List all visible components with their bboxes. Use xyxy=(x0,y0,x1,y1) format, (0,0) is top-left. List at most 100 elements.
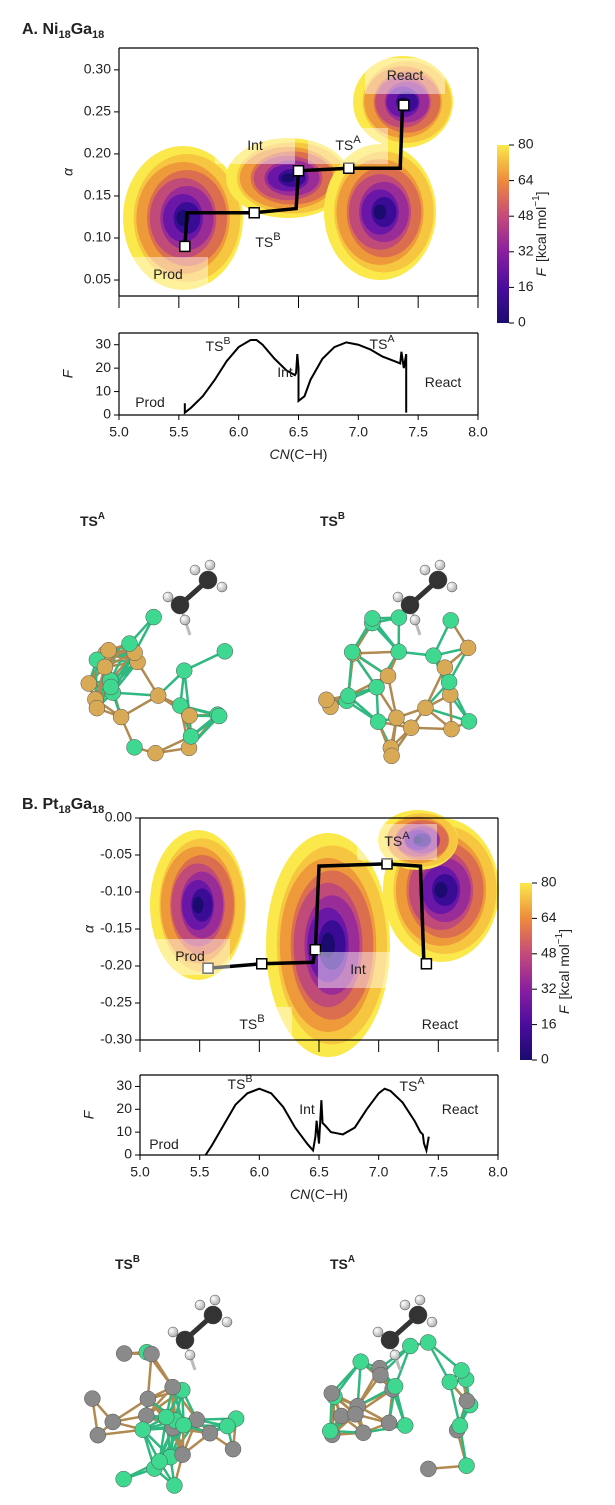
colorbar-label-part: −1 xyxy=(531,195,542,207)
atom xyxy=(219,1418,235,1434)
annotation: TSB xyxy=(255,231,280,250)
atom xyxy=(202,1425,218,1441)
atom xyxy=(199,571,217,589)
x-tick-label: 5.0 xyxy=(109,424,129,440)
atom xyxy=(397,1418,413,1434)
contour-band xyxy=(374,204,386,219)
annotation-text: Prod xyxy=(149,1136,179,1152)
figure: A. Ni18Ga18B. Pt18Ga18TSATSBTSBTSAReactI… xyxy=(0,0,615,1505)
atom xyxy=(165,1379,181,1395)
y-tick-label: 0.30 xyxy=(84,61,111,77)
atom xyxy=(143,1346,159,1362)
y-tick-label: -0.05 xyxy=(100,846,132,862)
y-tick-label: 10 xyxy=(116,1123,132,1139)
annotation: Int xyxy=(247,137,263,153)
annotation: Int xyxy=(277,364,293,380)
x-axis-label: CN(C−H) xyxy=(290,1186,348,1202)
annotation-text: Int xyxy=(247,137,263,153)
y-tick-label: -0.30 xyxy=(100,1031,132,1047)
annotation-text: Int xyxy=(277,364,293,380)
colorbar-tick-label: 64 xyxy=(541,909,557,925)
atom xyxy=(182,708,198,724)
atom xyxy=(427,1317,437,1327)
panel-title: B. Pt18Ga18 xyxy=(22,796,104,816)
x-tick-label: 6.5 xyxy=(309,1164,329,1180)
atom xyxy=(333,1408,349,1424)
atom xyxy=(425,648,441,664)
atom xyxy=(429,571,447,589)
colorbar-tick-label: 48 xyxy=(518,207,534,223)
colorbar xyxy=(497,145,509,323)
title-text: Ga xyxy=(71,21,92,38)
y-axis-label: α xyxy=(81,924,97,933)
atom xyxy=(444,721,460,737)
annotation: Prod xyxy=(149,1136,179,1152)
atom xyxy=(442,1374,458,1390)
colorbar-tick-label: 0 xyxy=(541,1051,549,1067)
atom xyxy=(409,1306,427,1324)
annotation-text: React xyxy=(422,1016,459,1032)
atom xyxy=(183,728,199,744)
y-tick-label: 30 xyxy=(116,1077,132,1093)
atom xyxy=(380,668,396,684)
colorbar-label-part: [kcal mol xyxy=(556,944,572,999)
atom xyxy=(340,688,356,704)
atom xyxy=(158,1409,174,1425)
path-marker xyxy=(294,166,304,176)
atom xyxy=(401,596,419,614)
x-tick-label: 7.0 xyxy=(349,424,369,440)
path-marker xyxy=(399,100,409,110)
atom xyxy=(402,1338,418,1354)
colorbar-tick-label: 48 xyxy=(541,945,557,961)
x-axis-label-part: (C−H) xyxy=(310,1186,348,1202)
atom xyxy=(89,700,105,716)
annotation-text: TS xyxy=(384,833,402,849)
title-sub: 18 xyxy=(58,804,70,816)
x-axis-label-part: CN xyxy=(290,1186,311,1202)
atom xyxy=(190,565,200,575)
atom xyxy=(211,708,227,724)
atom xyxy=(205,560,215,570)
atom xyxy=(81,676,97,692)
colorbar-label-part: ] xyxy=(556,929,572,933)
cluster xyxy=(84,1295,244,1494)
annotation-sup: A xyxy=(353,134,361,146)
atom xyxy=(90,1427,106,1443)
atom xyxy=(417,700,433,716)
atom xyxy=(373,1327,383,1337)
atom xyxy=(372,1367,388,1383)
annotation-text: Int xyxy=(350,961,366,977)
contour-band xyxy=(193,897,204,914)
atom xyxy=(151,1453,167,1469)
atom xyxy=(126,739,142,755)
colorbar-tick-label: 80 xyxy=(518,136,534,152)
structure-label-sup: B xyxy=(338,511,345,522)
atom xyxy=(443,612,459,628)
atom xyxy=(460,640,476,656)
energy-profile xyxy=(206,1089,429,1155)
path-marker xyxy=(344,163,354,173)
structure-label-text: TS xyxy=(330,1256,348,1272)
annotation-text: Prod xyxy=(153,266,183,282)
atom xyxy=(176,1331,194,1349)
atom xyxy=(163,592,173,602)
annotation-text: TS xyxy=(239,1016,257,1032)
colorbar-label-part: −1 xyxy=(554,932,565,944)
atom xyxy=(84,1391,100,1407)
x-tick-label: 5.0 xyxy=(130,1164,150,1180)
atom xyxy=(210,1295,220,1305)
title-sub: 18 xyxy=(92,804,104,816)
x-tick-label: 5.5 xyxy=(190,1164,210,1180)
colorbar-tick-label: 64 xyxy=(518,171,534,187)
annotation-text: TS xyxy=(206,338,224,354)
annotation-text: TS xyxy=(228,1076,246,1092)
colorbar-tick-label: 16 xyxy=(541,1015,557,1031)
atom xyxy=(355,1425,371,1441)
atom xyxy=(324,1385,340,1401)
atom xyxy=(116,1346,132,1362)
x-tick-label: 6.0 xyxy=(229,424,249,440)
atom xyxy=(146,609,162,625)
contour-band xyxy=(435,882,448,898)
atom xyxy=(461,713,477,729)
atom xyxy=(185,1350,195,1360)
